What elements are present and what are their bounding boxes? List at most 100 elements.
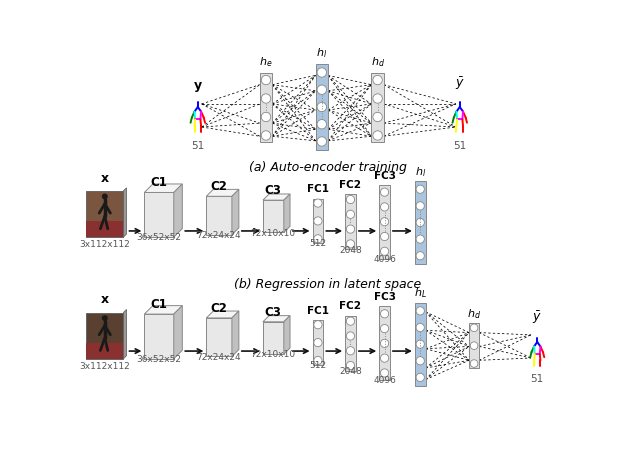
Circle shape [380,310,388,318]
Circle shape [380,203,388,211]
Text: FC1: FC1 [307,184,329,194]
Polygon shape [263,200,284,233]
Text: 4096: 4096 [373,255,396,264]
Bar [379,307,390,380]
Polygon shape [206,311,239,318]
Text: $h_d$: $h_d$ [467,307,481,321]
Text: $h_l$: $h_l$ [316,46,328,60]
Text: C2: C2 [211,180,227,193]
Text: (b) Regression in latent space: (b) Regression in latent space [234,278,422,292]
Text: x: x [100,293,109,307]
Circle shape [314,356,322,365]
Circle shape [317,68,326,77]
Text: FC3: FC3 [374,171,396,181]
Circle shape [470,342,478,350]
Circle shape [346,332,355,340]
Circle shape [380,324,388,333]
Circle shape [317,137,326,146]
Bar [86,313,124,359]
Text: 3x112x112: 3x112x112 [79,362,130,371]
Polygon shape [206,190,239,196]
Circle shape [416,357,424,365]
Polygon shape [145,192,174,237]
Text: C2: C2 [211,302,227,315]
Circle shape [346,240,355,248]
Polygon shape [124,188,127,237]
Circle shape [380,218,388,226]
Circle shape [373,112,382,122]
Circle shape [102,193,108,199]
Circle shape [317,119,326,129]
Polygon shape [145,306,182,314]
Circle shape [346,347,355,355]
Circle shape [470,324,478,332]
Bar [260,73,272,142]
Bar [86,221,124,237]
Circle shape [317,102,326,112]
Circle shape [261,94,271,103]
Circle shape [261,75,271,85]
Text: C1: C1 [150,298,168,311]
Circle shape [346,225,355,233]
Circle shape [261,131,271,140]
Text: 72x10x10: 72x10x10 [250,350,296,359]
Circle shape [416,307,424,315]
Circle shape [416,373,424,381]
Polygon shape [206,196,232,235]
Circle shape [317,85,326,95]
Bar [345,315,356,371]
Circle shape [416,252,424,260]
Text: 72x24x24: 72x24x24 [196,231,241,240]
Text: x: x [100,172,109,185]
Circle shape [346,317,355,325]
Bar [86,191,124,237]
Circle shape [314,235,322,243]
Circle shape [380,339,388,347]
Bar [312,198,323,243]
Text: 512: 512 [309,361,326,370]
Text: $h_e$: $h_e$ [259,55,273,69]
Text: $\bar{y}$: $\bar{y}$ [455,75,465,92]
Circle shape [314,217,322,225]
Circle shape [373,131,382,140]
Polygon shape [145,314,174,359]
Polygon shape [232,190,239,235]
Bar [86,343,124,359]
Circle shape [416,235,424,243]
Circle shape [416,340,424,348]
Text: 51: 51 [453,141,467,151]
Circle shape [346,196,355,204]
Text: FC3: FC3 [374,292,396,302]
Text: 3x112x112: 3x112x112 [79,240,130,249]
Text: y: y [194,79,202,92]
Polygon shape [206,318,232,357]
Bar [345,194,356,249]
Text: 72x24x24: 72x24x24 [196,352,241,362]
Circle shape [373,75,382,85]
Circle shape [380,369,388,377]
Text: 4096: 4096 [373,376,396,386]
Text: (a) Auto-encoder training: (a) Auto-encoder training [249,161,407,174]
Text: C1: C1 [150,176,168,189]
Polygon shape [174,306,182,359]
Polygon shape [145,184,182,192]
Circle shape [416,219,424,227]
Circle shape [346,361,355,370]
Circle shape [102,315,108,321]
Circle shape [470,360,478,367]
Circle shape [380,233,388,241]
Circle shape [380,188,388,196]
Polygon shape [263,315,290,322]
Polygon shape [124,309,127,359]
Circle shape [380,247,388,256]
Text: FC2: FC2 [339,180,362,190]
Circle shape [416,185,424,193]
Text: 36x52x52: 36x52x52 [136,233,182,242]
Bar [316,64,328,150]
Text: 2048: 2048 [339,246,362,255]
Bar [415,181,426,264]
Circle shape [380,354,388,362]
Text: FC2: FC2 [339,301,362,312]
Circle shape [314,199,322,207]
Text: 512: 512 [309,239,326,249]
